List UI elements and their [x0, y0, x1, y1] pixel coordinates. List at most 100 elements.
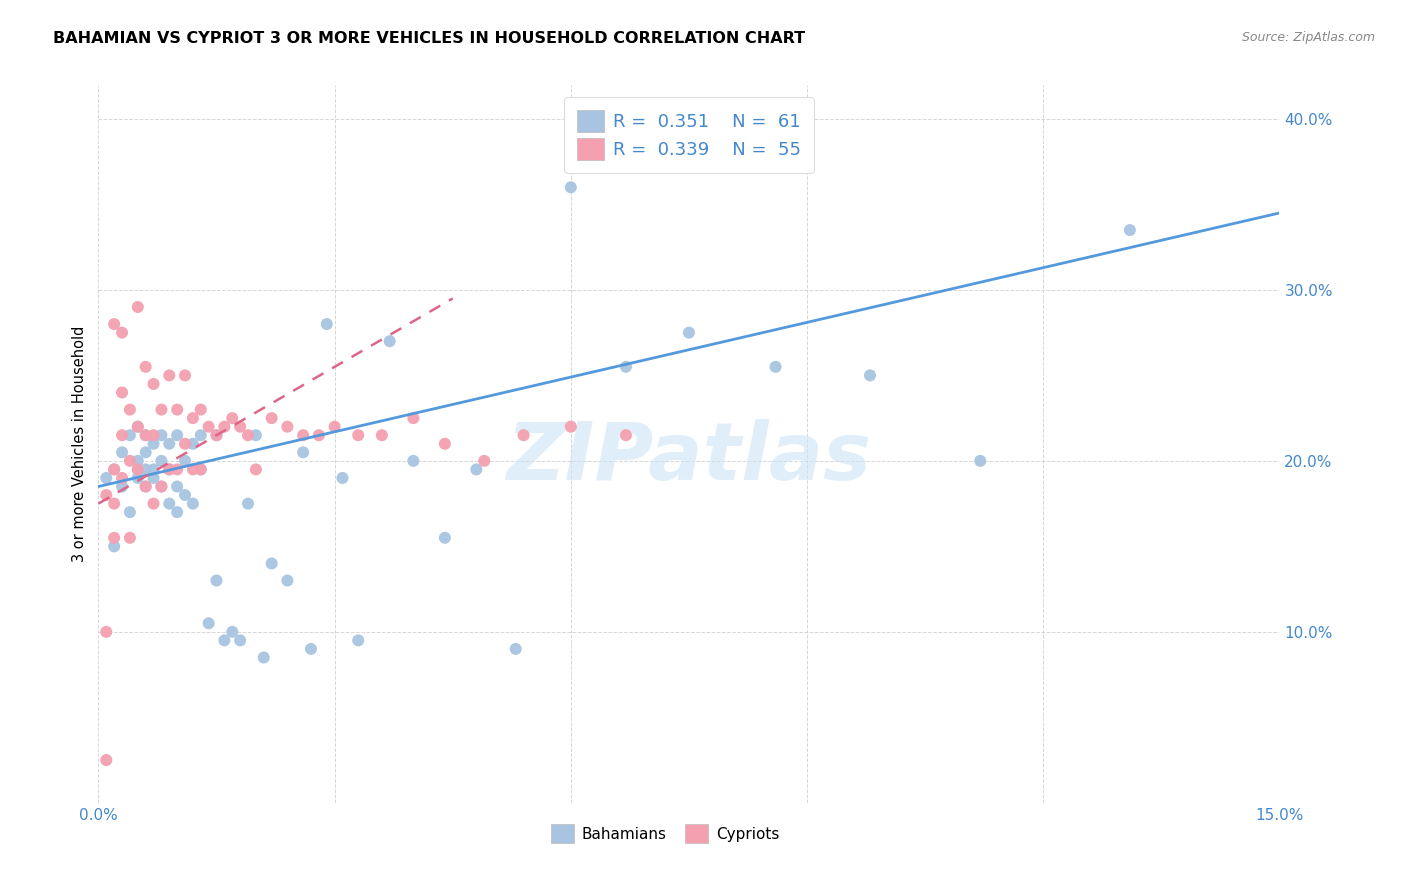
- Point: [308, 428, 330, 442]
- Point: [111, 326, 134, 340]
- Point: [276, 419, 298, 434]
- Point: [859, 368, 882, 383]
- Point: [229, 633, 252, 648]
- Point: [127, 471, 149, 485]
- Point: [174, 368, 197, 383]
- Point: [157, 368, 180, 383]
- Point: [560, 419, 582, 434]
- Point: [260, 557, 283, 571]
- Point: [166, 462, 188, 476]
- Point: [614, 359, 637, 374]
- Point: [205, 428, 228, 442]
- Point: [371, 428, 394, 442]
- Text: ZIPatlas: ZIPatlas: [506, 419, 872, 497]
- Point: [127, 419, 149, 434]
- Point: [347, 428, 370, 442]
- Point: [402, 454, 425, 468]
- Point: [245, 462, 267, 476]
- Point: [118, 531, 141, 545]
- Text: BAHAMIAN VS CYPRIOT 3 OR MORE VEHICLES IN HOUSEHOLD CORRELATION CHART: BAHAMIAN VS CYPRIOT 3 OR MORE VEHICLES I…: [53, 31, 806, 46]
- Point: [142, 497, 165, 511]
- Point: [127, 300, 149, 314]
- Point: [174, 436, 197, 450]
- Point: [190, 462, 212, 476]
- Point: [214, 419, 236, 434]
- Point: [157, 462, 180, 476]
- Point: [142, 471, 165, 485]
- Point: [118, 454, 141, 468]
- Text: Source: ZipAtlas.com: Source: ZipAtlas.com: [1241, 31, 1375, 45]
- Point: [135, 428, 157, 442]
- Point: [245, 428, 267, 442]
- Point: [135, 445, 157, 459]
- Point: [512, 428, 534, 442]
- Point: [253, 650, 276, 665]
- Point: [560, 180, 582, 194]
- Point: [103, 531, 125, 545]
- Point: [135, 462, 157, 476]
- Point: [142, 376, 165, 391]
- Point: [190, 402, 212, 417]
- Point: [150, 479, 173, 493]
- Point: [150, 479, 173, 493]
- Point: [969, 454, 991, 468]
- Point: [236, 428, 259, 442]
- Point: [118, 428, 141, 442]
- Point: [332, 471, 354, 485]
- Point: [135, 479, 157, 493]
- Point: [292, 445, 315, 459]
- Point: [181, 497, 204, 511]
- Point: [111, 428, 134, 442]
- Point: [378, 334, 401, 348]
- Point: [181, 411, 204, 425]
- Point: [174, 488, 197, 502]
- Point: [166, 402, 188, 417]
- Point: [127, 419, 149, 434]
- Point: [214, 633, 236, 648]
- Point: [127, 454, 149, 468]
- Point: [299, 642, 322, 657]
- Point: [111, 471, 134, 485]
- Point: [103, 497, 125, 511]
- Point: [103, 539, 125, 553]
- Point: [402, 411, 425, 425]
- Point: [150, 454, 173, 468]
- Point: [505, 642, 527, 657]
- Point: [127, 462, 149, 476]
- Point: [221, 624, 243, 639]
- Point: [135, 428, 157, 442]
- Point: [190, 462, 212, 476]
- Point: [150, 428, 173, 442]
- Point: [118, 505, 141, 519]
- Point: [236, 497, 259, 511]
- Point: [260, 411, 283, 425]
- Point: [96, 488, 118, 502]
- Point: [142, 462, 165, 476]
- Point: [142, 428, 165, 442]
- Point: [315, 317, 337, 331]
- Point: [292, 428, 315, 442]
- Point: [135, 479, 157, 493]
- Point: [111, 445, 134, 459]
- Point: [433, 531, 456, 545]
- Point: [197, 419, 219, 434]
- Point: [142, 436, 165, 450]
- Point: [465, 462, 488, 476]
- Point: [135, 359, 157, 374]
- Point: [103, 462, 125, 476]
- Point: [472, 454, 495, 468]
- Point: [150, 402, 173, 417]
- Y-axis label: 3 or more Vehicles in Household: 3 or more Vehicles in Household: [72, 326, 87, 562]
- Point: [157, 436, 180, 450]
- Point: [181, 436, 204, 450]
- Point: [190, 428, 212, 442]
- Point: [166, 505, 188, 519]
- Point: [111, 385, 134, 400]
- Point: [127, 462, 149, 476]
- Point: [166, 479, 188, 493]
- Point: [96, 624, 118, 639]
- Point: [205, 574, 228, 588]
- Point: [181, 462, 204, 476]
- Point: [347, 633, 370, 648]
- Legend: Bahamians, Cypriots: Bahamians, Cypriots: [546, 818, 786, 849]
